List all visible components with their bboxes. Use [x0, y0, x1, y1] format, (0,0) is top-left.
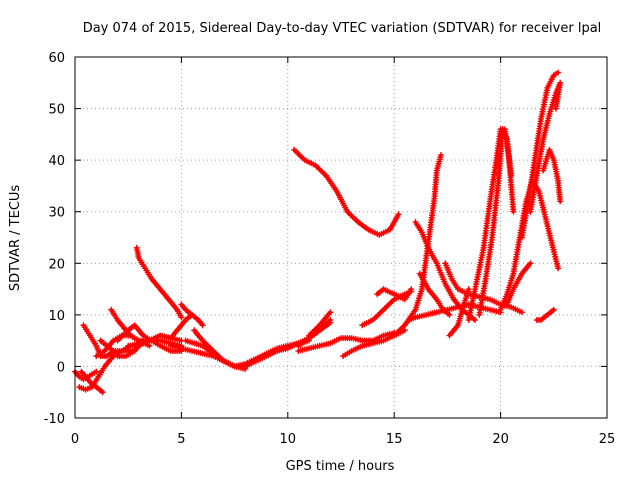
data-series-t25 [406, 301, 504, 323]
x-tick-label: 20 [492, 432, 509, 447]
data-series-t26 [416, 270, 453, 318]
data-series-t9 [125, 332, 185, 349]
data-series-t23 [391, 152, 444, 339]
data-series-t32 [504, 260, 534, 308]
series-points [533, 306, 557, 323]
series-points [504, 260, 534, 308]
x-tick-label: 5 [177, 432, 185, 447]
data-series-t16 [295, 319, 334, 349]
data-series-t30 [476, 126, 515, 318]
series-points [446, 286, 472, 339]
data-series-t10 [133, 244, 185, 321]
y-tick-label: -10 [44, 412, 65, 427]
data-series-t22 [374, 286, 415, 303]
series-points [291, 146, 402, 238]
series-points [527, 79, 564, 215]
y-tick-label: 30 [48, 206, 65, 221]
series-points [391, 152, 444, 339]
series-points [125, 332, 185, 349]
data-series-t3 [78, 368, 106, 396]
data-series-t33 [518, 69, 562, 241]
series-points [540, 146, 564, 205]
series-points [78, 368, 106, 396]
data-traces [72, 69, 564, 396]
data-series-t24 [412, 219, 479, 323]
data-series-t36 [533, 306, 557, 323]
axis-ticks: 0 5 10 15 20 25 -10 0 10 20 30 40 50 60 [44, 51, 616, 447]
series-points [306, 309, 334, 339]
y-tick-label: 20 [48, 257, 65, 272]
plot-frame [74, 56, 608, 419]
grid-lines [75, 57, 607, 418]
x-tick-label: 25 [599, 432, 616, 447]
data-series-t18 [291, 146, 402, 238]
data-series-t12 [169, 311, 195, 339]
series-points [133, 244, 185, 321]
series-points [406, 301, 504, 323]
y-axis-label: SDTVAR / TECUs [8, 185, 23, 292]
series-points [182, 337, 249, 372]
data-series-t35 [540, 146, 564, 205]
series-points [169, 311, 195, 339]
data-series-t14 [191, 317, 334, 370]
y-tick-label: 40 [48, 154, 65, 169]
y-tick-label: 10 [48, 309, 65, 324]
y-tick-label: 0 [57, 360, 65, 375]
series-line [407, 302, 503, 322]
y-tick-label: 50 [48, 103, 65, 118]
x-tick-label: 0 [71, 432, 79, 447]
data-series-t28 [446, 286, 472, 339]
series-points [416, 270, 453, 318]
data-series-t34 [527, 79, 564, 215]
series-points [191, 317, 334, 370]
data-series-t6 [97, 337, 147, 360]
series-points [518, 69, 562, 241]
series-points [476, 126, 515, 318]
x-tick-label: 10 [280, 432, 297, 447]
series-points [374, 286, 415, 303]
x-axis-label: GPS time / hours [286, 459, 395, 474]
data-series-t15 [182, 337, 249, 372]
data-series-t17 [306, 309, 334, 339]
x-tick-label: 15 [386, 432, 403, 447]
chart-title: Day 074 of 2015, Sidereal Day-to-day VTE… [83, 21, 602, 36]
y-tick-label: 60 [48, 51, 65, 66]
